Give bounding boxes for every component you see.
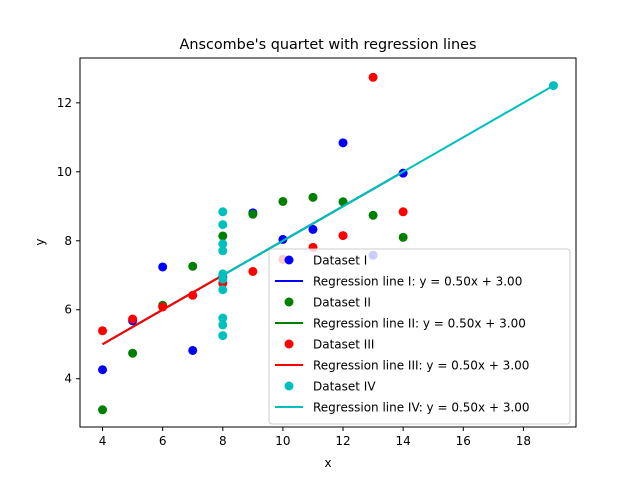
data-point-s4-3 <box>248 266 258 276</box>
legend: Dataset I Regression line I: y = 0.50x + … <box>268 248 571 425</box>
data-point-s2-4 <box>308 192 318 202</box>
legend-label-s6: Dataset IV <box>313 380 376 394</box>
data-point-s4-8 <box>338 231 348 241</box>
x-tick-label-18: 18 <box>516 434 531 448</box>
data-point-s4-5 <box>398 207 408 217</box>
data-point-s2-1 <box>218 231 228 241</box>
x-tick-label-12: 12 <box>335 434 350 448</box>
y-tick-label-8: 8 <box>64 234 72 248</box>
data-point-s4-7 <box>98 326 108 336</box>
legend-label-s4: Dataset III <box>313 338 374 352</box>
legend-label-s3: Regression line II: y = 0.50x + 3.00 <box>313 317 526 331</box>
x-tick-label-10: 10 <box>275 434 290 448</box>
data-point-s6-9 <box>218 239 228 249</box>
data-point-s6-4 <box>218 220 228 230</box>
legend-marker-s6 <box>284 381 294 391</box>
x-tick-label-16: 16 <box>456 434 471 448</box>
x-tick-label-14: 14 <box>396 434 411 448</box>
data-point-s6-6 <box>218 331 228 341</box>
y-axis-label: y <box>33 238 47 245</box>
axes-frame <box>79 57 577 428</box>
data-point-s2-5 <box>398 232 408 242</box>
data-point-s2-10 <box>128 348 138 358</box>
legend-box <box>268 248 571 425</box>
chart-title: Anscombe's quartet with regression lines <box>179 37 476 53</box>
data-point-s4-10 <box>128 314 138 324</box>
axes: 4 6 8 10 12 14 16 18 4 6 8 10 12 <box>57 57 577 448</box>
legend-label-s0: Dataset I <box>313 254 367 268</box>
data-point-s6-8 <box>218 320 228 330</box>
data-point-s2-0 <box>278 196 288 206</box>
plot-area <box>98 72 558 415</box>
data-point-s6-2 <box>218 246 228 256</box>
data-point-s2-9 <box>188 261 198 271</box>
regression-line-s7 <box>222 84 554 277</box>
data-point-s0-9 <box>188 345 198 355</box>
data-point-s6-10 <box>218 274 228 284</box>
legend-label-s1: Regression line I: y = 0.50x + 3.00 <box>313 275 522 289</box>
y-tick-label-4: 4 <box>64 372 72 386</box>
legend-label-s7: Regression line IV: y = 0.50x + 3.00 <box>313 401 530 415</box>
data-point-s2-2 <box>368 210 378 220</box>
data-point-s0-6 <box>158 262 168 272</box>
y-tick-label-12: 12 <box>57 96 72 110</box>
x-tick-label-4: 4 <box>99 434 107 448</box>
data-point-s0-8 <box>338 138 348 148</box>
data-point-s0-4 <box>308 224 318 234</box>
y-tick-label-6: 6 <box>64 303 72 317</box>
data-point-s2-7 <box>98 405 108 415</box>
x-tick-label-6: 6 <box>159 434 167 448</box>
data-point-s0-7 <box>98 365 108 375</box>
legend-marker-s0 <box>284 255 294 265</box>
legend-marker-s4 <box>284 339 294 349</box>
data-point-s6-1 <box>218 313 228 323</box>
regression-line-s5 <box>102 274 224 346</box>
x-axis-label: x <box>324 456 331 470</box>
data-point-s6-0 <box>218 285 228 295</box>
y-tick-label-10: 10 <box>57 165 72 179</box>
legend-label-s5: Regression line III: y = 0.50x + 3.00 <box>313 359 529 373</box>
data-point-s4-2 <box>368 72 378 82</box>
data-point-s2-3 <box>248 209 258 219</box>
legend-label-s2: Dataset II <box>313 296 371 310</box>
data-point-s6-3 <box>218 207 228 217</box>
legend-marker-s2 <box>284 297 294 307</box>
x-tick-label-8: 8 <box>219 434 227 448</box>
